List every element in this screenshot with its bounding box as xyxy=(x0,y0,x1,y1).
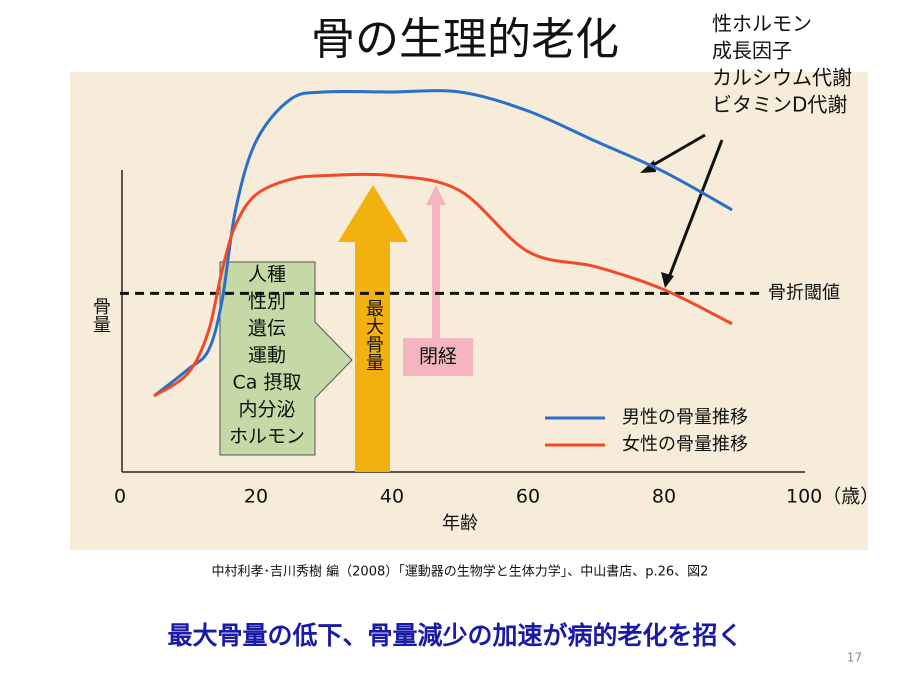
chart-background xyxy=(70,72,868,550)
citation: 中村利孝･吉川秀樹 編（2008）「運動器の生物学と生体力学」、中山書店、p.2… xyxy=(212,564,709,580)
note-arrowhead xyxy=(640,160,656,173)
threshold-label: 骨折閾値 xyxy=(768,282,840,303)
y-axis-label: 骨量 xyxy=(90,297,111,333)
factor-label: 遺伝 xyxy=(248,318,286,340)
hormone-note: 性ホルモン xyxy=(712,12,812,36)
note-arrow xyxy=(666,139,724,281)
peak-arrow xyxy=(338,185,408,472)
legend-label: 男性の骨量推移 xyxy=(622,407,748,428)
x-tick-label: 80 xyxy=(652,486,676,508)
hormone-note: ビタミンD代謝 xyxy=(712,93,847,117)
factor-label: Ca 摂取 xyxy=(233,372,302,394)
note-arrowhead xyxy=(661,272,674,288)
factor-label: 内分泌 xyxy=(238,399,295,421)
peak-label: 最大骨量 xyxy=(363,299,384,371)
x-axis-label: 年齢 xyxy=(442,513,478,534)
series-line xyxy=(153,89,733,398)
factor-label: 運動 xyxy=(248,345,286,367)
hormone-note: 成長因子 xyxy=(712,39,792,63)
page-number: 17 xyxy=(847,651,862,665)
x-tick-label: 20 xyxy=(244,486,268,508)
menopause-arrow xyxy=(426,185,446,340)
x-tick-label: 0 xyxy=(114,486,126,508)
factor-label: 性別 xyxy=(248,291,286,313)
factor-label: ホルモン xyxy=(229,426,305,448)
menopause-box xyxy=(403,338,473,376)
factors-box xyxy=(219,261,353,456)
legend-label: 女性の骨量推移 xyxy=(622,434,748,455)
series-line xyxy=(153,172,733,398)
menopause-label: 閉経 xyxy=(419,346,457,368)
x-tick-label: 60 xyxy=(516,486,540,508)
x-tick-label: 40 xyxy=(380,486,404,508)
slide-title: 骨の生理的老化 xyxy=(311,14,619,65)
factor-label: 人種 xyxy=(248,264,286,286)
hormone-note: カルシウム代謝 xyxy=(712,66,852,90)
note-arrow xyxy=(647,133,706,170)
message: 最大骨量の低下、骨量減少の加速が病的老化を招く xyxy=(167,621,742,650)
x-tick-label: 100（歳） xyxy=(786,486,879,508)
